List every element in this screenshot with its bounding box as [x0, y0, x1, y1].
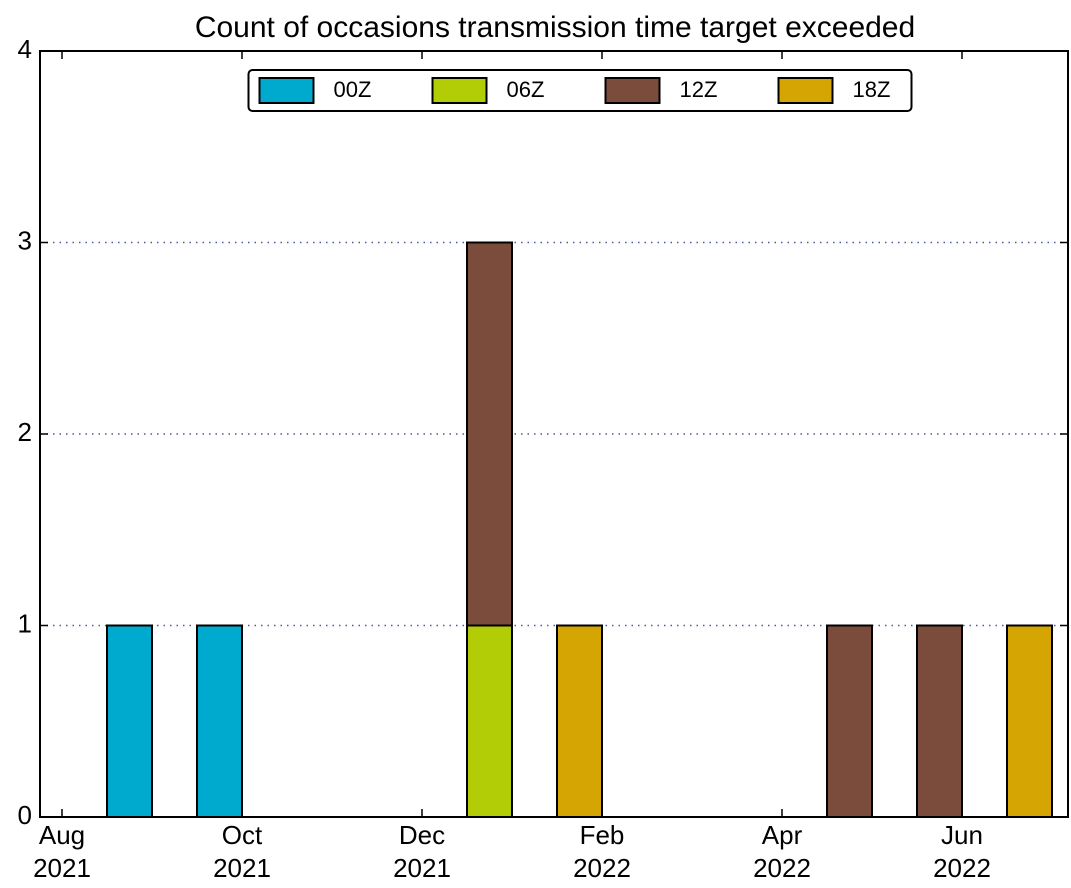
bar: [916, 624, 963, 818]
bar: [196, 624, 243, 818]
bar: [466, 241, 513, 627]
legend-label: 06Z: [507, 77, 545, 102]
x-tick-label: Oct 2021: [213, 820, 271, 883]
legend-label: 12Z: [680, 77, 718, 102]
legend-swatch: [777, 77, 834, 104]
chart-title: Count of occasions transmission time tar…: [195, 11, 915, 44]
x-tick-label: Aug 2021: [33, 820, 91, 883]
y-tick-label: 0: [18, 800, 32, 830]
legend-swatch: [604, 77, 661, 104]
bar: [826, 624, 873, 818]
y-tick-label: 1: [18, 608, 32, 638]
x-tick-label: Apr 2022: [753, 820, 811, 883]
legend-label: 18Z: [853, 77, 891, 102]
y-tick-label: 3: [18, 225, 32, 255]
x-tick-label: Jun 2022: [933, 820, 991, 883]
y-tick-label: 2: [18, 417, 32, 447]
x-tick-label: Dec 2021: [393, 820, 451, 883]
y-tick-label: 4: [18, 34, 32, 64]
x-tick-label: Feb 2022: [573, 820, 631, 883]
legend-box: [247, 69, 913, 112]
legend-swatch: [431, 77, 488, 104]
bar: [556, 624, 603, 818]
legend-label: 00Z: [334, 77, 372, 102]
plot-frame: [39, 50, 1069, 818]
bar: [1006, 624, 1053, 818]
bar: [106, 624, 153, 818]
legend-swatch: [258, 77, 315, 104]
bar: [466, 624, 513, 818]
